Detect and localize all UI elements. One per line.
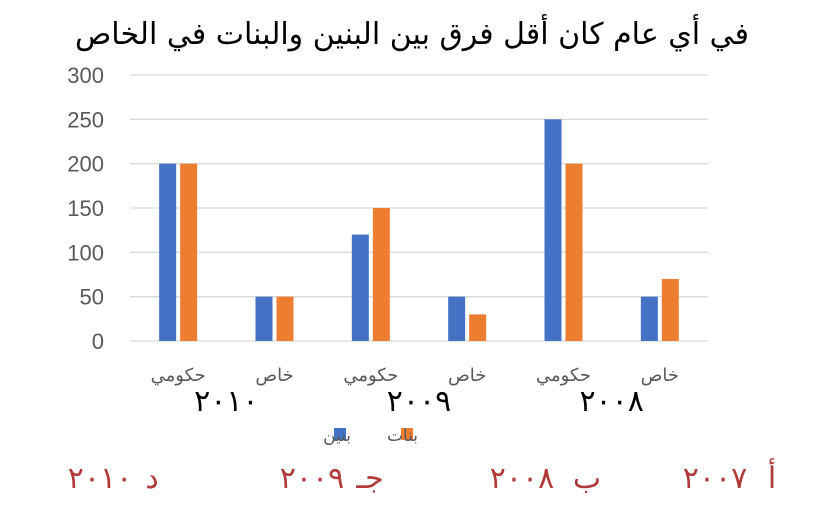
bar-girls-0 bbox=[180, 163, 198, 341]
choice-b-value[interactable]: ٢٠٠٨ bbox=[490, 461, 554, 496]
x-axis: حكومي خاص حكومي خاص حكومي خاص bbox=[151, 365, 679, 386]
answer-choices: أ ٢٠٠٧ ب ٢٠٠٨ جـ ٢٠٠٩ د ٢٠١٠ bbox=[68, 458, 776, 496]
bar-boys-3 bbox=[448, 296, 466, 341]
legend-swatch-girls bbox=[401, 428, 413, 440]
grid bbox=[130, 74, 708, 342]
bar-girls-2 bbox=[372, 208, 390, 341]
choice-c-letter[interactable]: جـ bbox=[355, 461, 383, 496]
bar-girls-5 bbox=[661, 278, 679, 341]
bar-boys-0 bbox=[159, 163, 177, 341]
y-tick-label: 0 bbox=[92, 329, 104, 354]
bar-boys-1 bbox=[255, 296, 273, 341]
category-label: حكومي bbox=[343, 365, 398, 386]
legend-label-boys: بنين bbox=[323, 426, 351, 446]
category-label: خاص bbox=[255, 365, 293, 386]
y-tick-label: 250 bbox=[67, 107, 104, 132]
group-year-label: ٢٠١٠ bbox=[194, 384, 258, 419]
y-tick-label: 150 bbox=[67, 196, 104, 221]
legend: بنين بنات bbox=[323, 426, 418, 446]
bars bbox=[159, 119, 679, 341]
year-labels: ٢٠١٠ ٢٠٠٩ ٢٠٠٨ bbox=[194, 384, 644, 419]
y-tick-label: 300 bbox=[67, 63, 104, 88]
y-tick-label: 100 bbox=[67, 240, 104, 265]
choice-a-letter[interactable]: أ bbox=[768, 458, 776, 496]
y-axis: 0 50 100 150 200 250 300 bbox=[67, 63, 104, 354]
bar-girls-3 bbox=[469, 314, 487, 341]
category-label: خاص bbox=[641, 365, 679, 386]
group-year-label: ٢٠٠٨ bbox=[579, 384, 643, 419]
group-year-label: ٢٠٠٩ bbox=[387, 384, 451, 419]
choice-d-value[interactable]: ٢٠١٠ bbox=[68, 461, 132, 496]
chart-title: في أي عام كان أقل فرق بين البنين والبنات… bbox=[75, 13, 749, 52]
category-label: حكومي bbox=[151, 365, 206, 386]
legend-label-girls: بنات bbox=[387, 426, 418, 446]
bar-girls-1 bbox=[276, 296, 294, 341]
bar-boys-2 bbox=[351, 234, 369, 341]
bar-boys-5 bbox=[640, 296, 658, 341]
choice-a-value[interactable]: ٢٠٠٧ bbox=[683, 461, 747, 496]
bar-boys-4 bbox=[544, 119, 562, 341]
choice-b-letter[interactable]: ب bbox=[573, 461, 601, 496]
choice-c-value[interactable]: ٢٠٠٩ bbox=[280, 461, 344, 496]
category-label: حكومي bbox=[536, 365, 591, 386]
y-tick-label: 200 bbox=[67, 152, 104, 177]
category-label: خاص bbox=[448, 365, 486, 386]
y-tick-label: 50 bbox=[80, 285, 104, 310]
legend-swatch-boys bbox=[334, 428, 346, 440]
bar-girls-4 bbox=[565, 163, 583, 341]
choice-d-letter[interactable]: د bbox=[145, 461, 158, 496]
